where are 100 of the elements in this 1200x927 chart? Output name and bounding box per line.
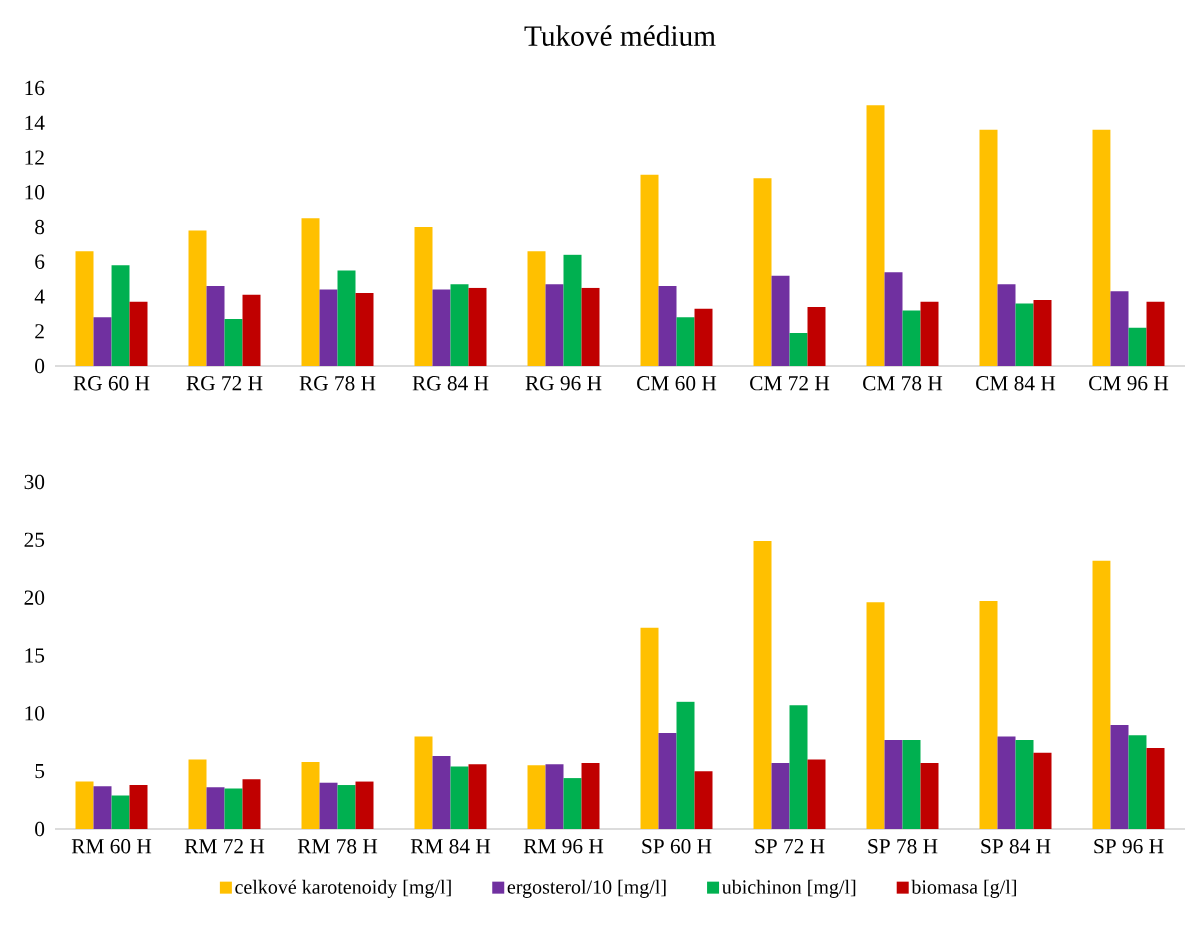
- x-tick-label: SP 60 H: [642, 839, 712, 854]
- bar: [979, 129, 998, 366]
- x-tick-label: CM 78 H: [863, 376, 943, 391]
- bar: [1033, 299, 1052, 366]
- bar: [694, 308, 713, 366]
- x-tick-label: RG 84 H: [412, 376, 489, 391]
- bar: [129, 785, 148, 829]
- y-tick-label: 10: [25, 185, 45, 200]
- x-tick-label: SP 78 H: [868, 839, 938, 854]
- bar: [694, 771, 713, 829]
- y-tick-label: 8: [35, 219, 45, 235]
- bar: [93, 317, 112, 366]
- bar: [319, 782, 338, 829]
- bar: [1110, 724, 1129, 829]
- bar: [771, 275, 790, 366]
- bar: [414, 226, 433, 366]
- x-tick-label: RM 78 H: [297, 839, 378, 854]
- x-tick-label: RG 60 H: [73, 376, 150, 391]
- legend-label: ergosterol/10 [mg/l]: [507, 879, 666, 898]
- y-tick-label: 0: [35, 821, 45, 837]
- bar: [1128, 735, 1147, 829]
- y-tick-label: 20: [24, 590, 45, 605]
- bar: [224, 319, 243, 366]
- bar: [884, 272, 903, 366]
- x-tick-label: RM 72 H: [184, 839, 265, 854]
- bar: [111, 265, 130, 366]
- y-tick-label: 4: [34, 289, 45, 304]
- x-tick-label: RG 72 H: [186, 376, 263, 391]
- bar: [355, 293, 374, 366]
- bar: [319, 289, 338, 366]
- x-tick-label: CM 84 H: [976, 376, 1056, 391]
- bar: [242, 779, 261, 829]
- x-tick-label: CM 60 H: [637, 376, 717, 391]
- bar: [337, 270, 356, 366]
- bar: [93, 786, 112, 829]
- bar: [753, 178, 772, 366]
- y-tick-label: 30: [24, 474, 45, 490]
- bar: [414, 736, 433, 829]
- y-tick-label: 5: [35, 764, 45, 779]
- bar: [866, 105, 885, 366]
- bar: [450, 766, 469, 829]
- x-tick-label: CM 96 H: [1089, 376, 1169, 391]
- y-tick-label: 12: [25, 150, 44, 165]
- bar: [224, 788, 243, 829]
- bar: [545, 764, 564, 829]
- bar: [581, 763, 600, 829]
- bar: [468, 764, 487, 829]
- chart-title: Tukové médium: [524, 25, 716, 46]
- bar: [75, 781, 94, 829]
- bar: [188, 230, 207, 366]
- bar: [920, 301, 939, 366]
- bar: [997, 284, 1016, 366]
- bar: [301, 761, 320, 829]
- bar: [789, 332, 808, 366]
- x-tick-label: RM 84 H: [410, 839, 491, 854]
- legend-label: ubichinon [mg/l]: [722, 879, 856, 898]
- bar: [355, 781, 374, 829]
- bar: [563, 778, 582, 829]
- x-tick-label: SP 72 H: [755, 839, 825, 854]
- bar: [1146, 301, 1165, 366]
- bar: [111, 795, 130, 829]
- bar: [640, 627, 659, 829]
- bar: [545, 284, 564, 366]
- bar: [807, 759, 826, 829]
- bar: [1092, 129, 1111, 366]
- bar: [658, 732, 677, 829]
- x-tick-label: CM 72 H: [750, 376, 830, 391]
- bar: [129, 301, 148, 366]
- y-tick-label: 15: [25, 648, 45, 663]
- bar: [301, 218, 320, 366]
- bar: [902, 739, 921, 829]
- bar: [979, 601, 998, 829]
- bar: [75, 251, 94, 366]
- y-tick-label: 14: [25, 115, 45, 130]
- bar: [242, 294, 261, 366]
- y-tick-label: 16: [25, 80, 45, 96]
- legend-label: biomasa [g/l]: [911, 879, 1016, 898]
- bar: [337, 785, 356, 829]
- bar: [432, 289, 451, 366]
- bar: [450, 284, 469, 366]
- bar: [1033, 752, 1052, 829]
- x-tick-label: RG 78 H: [299, 376, 376, 391]
- bar: [997, 736, 1016, 829]
- bar: [1092, 560, 1111, 829]
- y-tick-label: 2: [35, 324, 44, 339]
- x-tick-label: RM 96 H: [523, 839, 604, 854]
- bar: [527, 251, 546, 366]
- bar: [1128, 327, 1147, 366]
- bar: [866, 602, 885, 829]
- x-tick-label: SP 96 H: [1094, 839, 1164, 854]
- x-tick-label: SP 84 H: [981, 839, 1051, 854]
- bar: [789, 705, 808, 829]
- bar: [807, 306, 826, 366]
- y-tick-label: 0: [35, 358, 45, 374]
- bar: [753, 540, 772, 829]
- bar: [468, 287, 487, 366]
- bar: [527, 765, 546, 829]
- bar: [206, 286, 225, 366]
- legend-label: celkové karotenoidy [mg/l]: [235, 879, 451, 898]
- bar: [676, 317, 695, 366]
